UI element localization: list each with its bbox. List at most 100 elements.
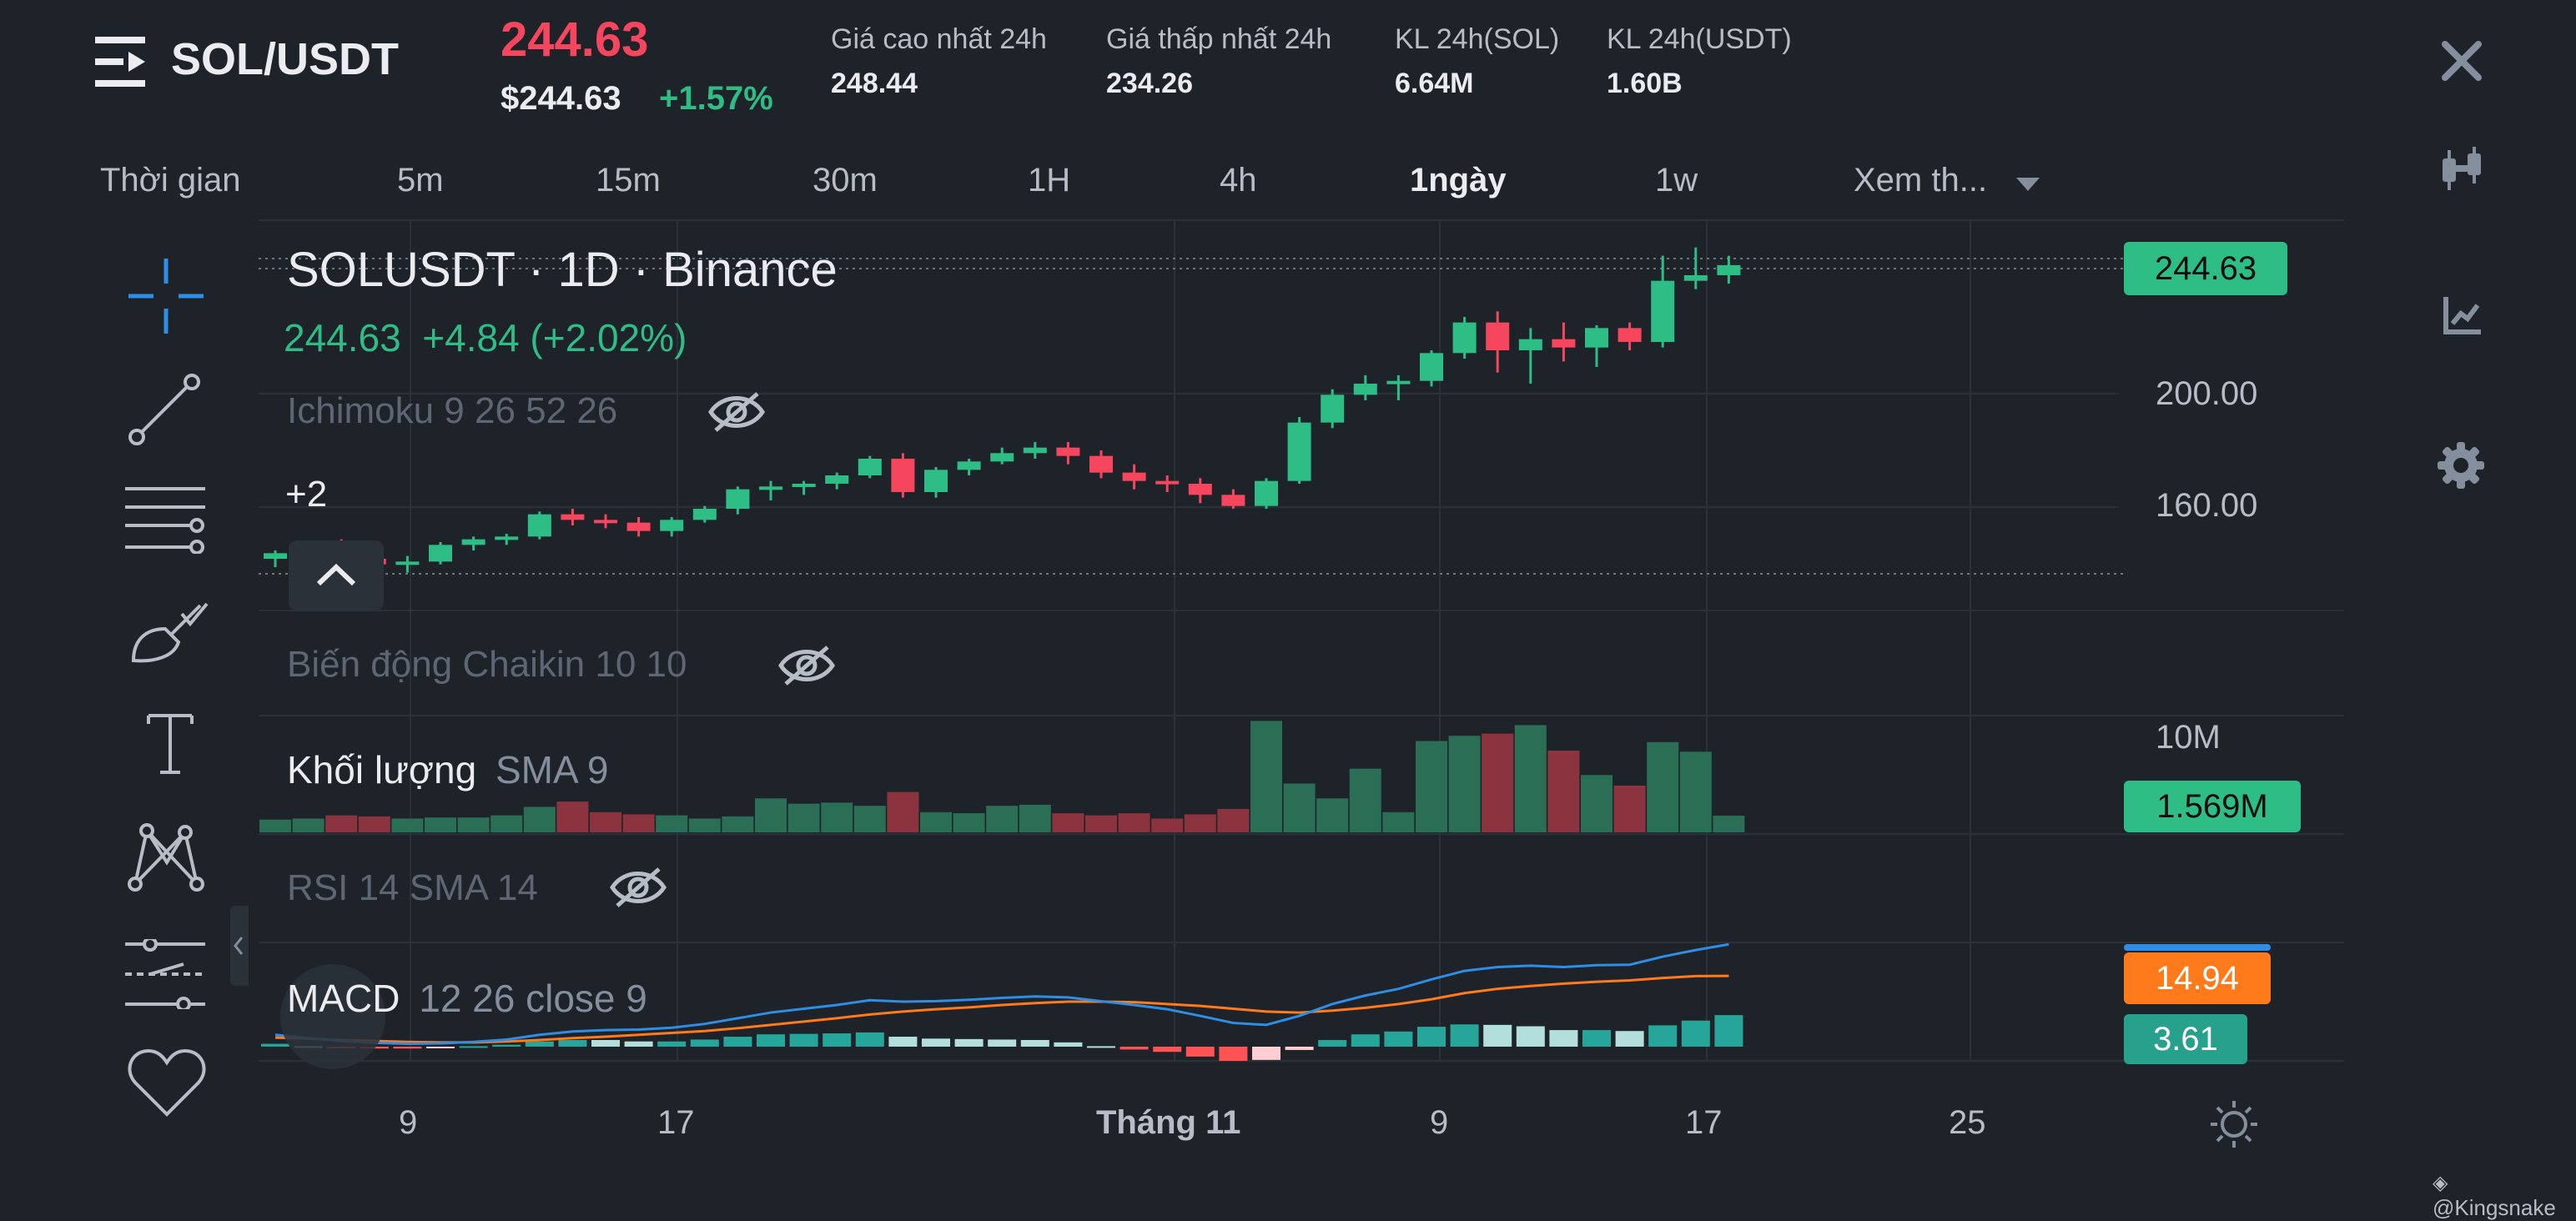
x-label-month: Tháng 11 (1096, 1104, 1241, 1141)
macd-signal-line (274, 974, 1729, 1044)
volume-bar (1482, 733, 1514, 832)
volume-sma: SMA 9 (495, 748, 609, 791)
volume-bar (821, 802, 853, 832)
tradingview-logo (280, 964, 385, 1069)
tab-30m[interactable]: 30m (813, 162, 878, 198)
volume-bar (1416, 741, 1447, 832)
volume-bar (590, 811, 621, 832)
macd-histogram-bar (1384, 1031, 1413, 1047)
candle-body (527, 514, 551, 537)
volume-bar (1118, 813, 1150, 832)
macd-histogram-bar (723, 1037, 752, 1047)
last-price-tag: 244.63 (2124, 242, 2287, 295)
candle-body (429, 545, 452, 562)
macd-histogram-bar (525, 1041, 554, 1047)
volume-bar (1283, 783, 1316, 832)
rsi-legend[interactable]: RSI 14 SMA 14 (287, 867, 538, 908)
volume-bar (1349, 768, 1381, 832)
volume-bar (457, 817, 490, 832)
more-indicators-count[interactable]: +2 (285, 474, 328, 515)
pattern-tool-icon[interactable] (127, 821, 205, 892)
volume-bar (1581, 775, 1613, 832)
tab-4h[interactable]: 4h (1220, 162, 1257, 198)
macd-histogram-bar (922, 1038, 950, 1047)
candle-body (594, 520, 617, 524)
macd-histogram-bar (1153, 1046, 1182, 1053)
fib-lines-icon[interactable] (125, 484, 205, 554)
eye-off-icon[interactable] (707, 389, 766, 440)
candle-body (957, 461, 981, 470)
macd-histogram-bar (492, 1044, 521, 1047)
macd-histogram-bar (757, 1034, 785, 1047)
macd-line-tag-edge (2124, 944, 2271, 951)
eye-off-icon[interactable] (609, 864, 667, 915)
candle-body (1221, 495, 1245, 506)
macd-histogram-bar (261, 1043, 289, 1047)
timeframe-more-dropdown[interactable]: Xem th... (1854, 162, 2040, 201)
stat-value: 234.26 (1106, 68, 1193, 99)
candle-body (692, 509, 717, 520)
x-label: 9 (399, 1104, 418, 1141)
trend-line-icon[interactable] (127, 372, 202, 447)
macd-histogram-bar (1285, 1046, 1314, 1050)
volume-legend[interactable]: Khối lượng SMA 9 (287, 747, 609, 792)
candlestick-icon[interactable] (2438, 147, 2488, 198)
ichimoku-legend[interactable]: Ichimoku 9 26 52 26 (287, 390, 618, 431)
tab-1h[interactable]: 1H (1028, 162, 1071, 198)
macd-histogram-bar (690, 1039, 719, 1047)
macd-histogram-bar (1185, 1046, 1215, 1057)
macd-histogram-bar (1119, 1046, 1149, 1050)
brush-icon[interactable] (128, 599, 209, 666)
macd-legend[interactable]: MACD 12 26 close 9 (287, 976, 647, 1021)
change-percent: +1.57% (659, 80, 773, 117)
symbol-legend[interactable]: SOLUSDT · 1D · Binance (287, 243, 838, 297)
crosshair-icon[interactable] (128, 259, 204, 334)
usd-price: $244.63 (501, 80, 621, 117)
candle-body (990, 453, 1014, 462)
macd-histogram-bar (1020, 1040, 1049, 1047)
macd-histogram-bar (1054, 1042, 1083, 1047)
candle-body (1552, 339, 1576, 348)
candle-body (1287, 422, 1311, 481)
tab-5m[interactable]: 5m (397, 162, 444, 198)
candle-body (891, 459, 915, 492)
collapse-legend-button[interactable] (289, 540, 384, 610)
chaikin-legend[interactable]: Biến động Chaikin 10 10 (287, 644, 687, 685)
tab-15m[interactable]: 15m (596, 162, 661, 198)
heart-icon[interactable] (127, 1048, 207, 1118)
gear-icon[interactable] (2436, 440, 2486, 495)
toolbar-collapse-handle[interactable] (230, 906, 249, 986)
text-tool-icon[interactable] (147, 712, 194, 776)
volume-bar (853, 806, 886, 832)
tab-1day[interactable]: 1ngày (1410, 162, 1507, 198)
macd-histogram-bar (1219, 1046, 1248, 1061)
close-icon[interactable] (2441, 40, 2483, 86)
tab-1w[interactable]: 1w (1655, 162, 1698, 198)
volume-bar (1316, 798, 1349, 832)
indicator-chart-icon[interactable] (2443, 295, 2483, 339)
macd-params: 12 26 close 9 (419, 977, 647, 1020)
macd-signal-tag: 14.94 (2124, 952, 2271, 1004)
stat-value: 248.44 (831, 68, 918, 99)
volume-bar (622, 814, 655, 832)
candle-body (660, 520, 684, 531)
stat-label: Giá thấp nhất 24h (1106, 23, 1332, 55)
volume-bar (787, 803, 820, 832)
candle-body (1386, 380, 1411, 384)
pair-title[interactable]: SOL/USDT (171, 34, 400, 84)
timeframe-more-label: Xem th... (1854, 162, 1988, 198)
volume-bar (491, 815, 523, 832)
volume-tick-10m: 10M (2156, 719, 2221, 756)
stat-high-24h: Giá cao nhất 24h 248.44 (831, 23, 1047, 100)
candle-body (1089, 455, 1113, 473)
menu-icon[interactable] (95, 37, 148, 88)
sun-icon[interactable] (2211, 1101, 2257, 1152)
measure-tool-icon[interactable] (125, 939, 205, 1009)
time-axis: 9 17 Tháng 11 9 17 25 (83, 1071, 2352, 1171)
macd-histogram-bar (1483, 1024, 1512, 1047)
macd-histogram-bar (591, 1040, 620, 1047)
macd-histogram-bar (823, 1033, 852, 1047)
candle-body (461, 539, 486, 545)
eye-off-icon[interactable] (777, 642, 836, 693)
